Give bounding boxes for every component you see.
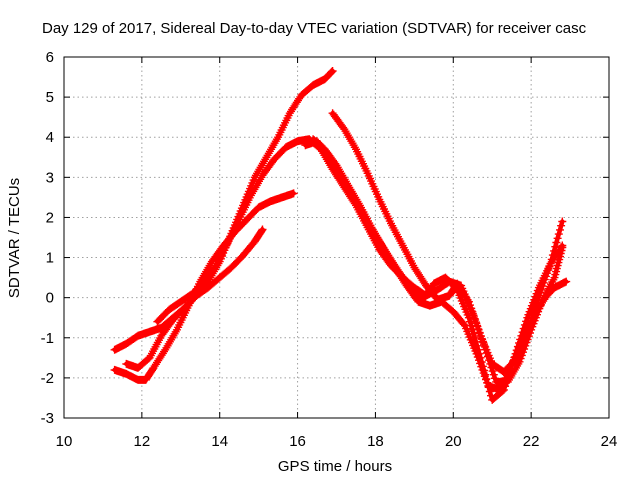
series-track-3 <box>122 225 267 372</box>
y-axis-label: SDTVAR / TECUs <box>6 178 23 298</box>
x-tick-label: 18 <box>367 433 384 450</box>
plot-frame <box>63 56 610 419</box>
series-markers <box>110 67 337 354</box>
y-tick-label: 6 <box>46 49 54 66</box>
series-line <box>112 68 335 353</box>
x-tick-label: 16 <box>289 433 306 450</box>
x-tick-labels: 10 12 14 16 18 20 22 24 <box>56 433 618 450</box>
ticks <box>63 56 610 419</box>
series-markers <box>122 225 267 372</box>
x-tick-label: 20 <box>445 433 462 450</box>
x-tick-label: 14 <box>211 433 228 450</box>
y-tick-label: 3 <box>46 169 54 186</box>
x-tick-label: 10 <box>56 433 73 450</box>
series-track-4 <box>153 135 567 386</box>
x-tick-label: 22 <box>523 433 540 450</box>
series-markers <box>301 137 567 404</box>
series-track-1 <box>110 67 337 354</box>
y-tick-label: 0 <box>46 290 54 307</box>
y-tick-label: -2 <box>41 370 54 387</box>
series-line <box>310 136 569 393</box>
y-tick-labels: -3 -2 -1 0 1 2 3 4 5 6 <box>41 49 54 427</box>
y-tick-label: -3 <box>41 410 54 427</box>
series-group <box>110 67 571 404</box>
series-track-7 <box>301 137 567 404</box>
x-tick-label: 24 <box>601 433 618 450</box>
y-tick-label: 2 <box>46 209 54 226</box>
y-tick-label: 1 <box>46 250 54 267</box>
grid <box>64 57 609 418</box>
x-tick-label: 12 <box>134 433 151 450</box>
x-axis-label: GPS time / hours <box>278 458 392 475</box>
y-tick-label: -1 <box>41 330 54 347</box>
y-tick-label: 5 <box>46 89 54 106</box>
y-tick-label: 4 <box>46 129 54 146</box>
series-markers <box>153 135 567 386</box>
chart-title: Day 129 of 2017, Sidereal Day-to-day VTE… <box>42 20 587 37</box>
